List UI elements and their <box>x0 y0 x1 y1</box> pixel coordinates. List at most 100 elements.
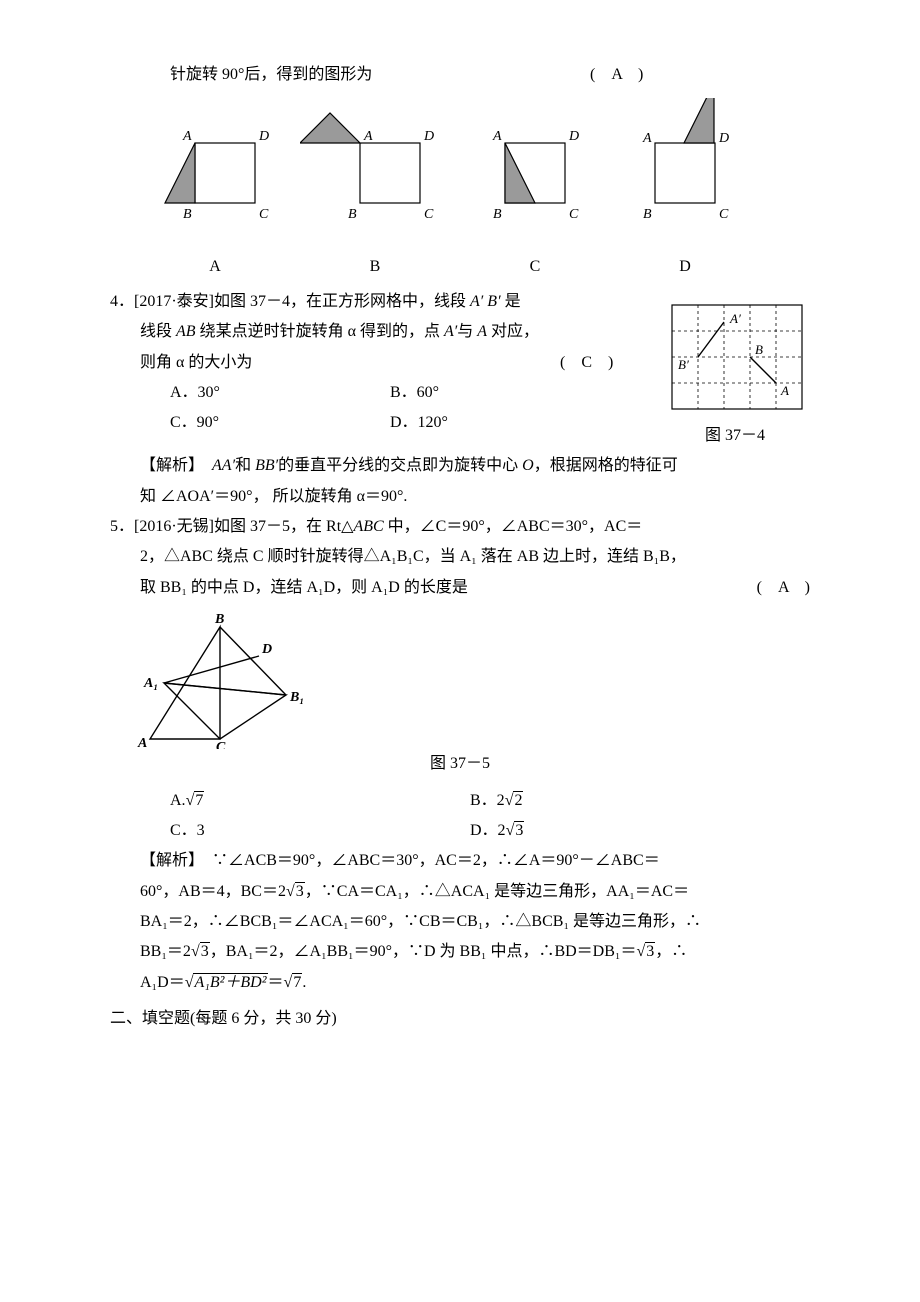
svg-text:B₁: B₁ <box>289 690 304 705</box>
q4-ana-label: 【解析】 <box>140 457 196 474</box>
q4-s2d: 对应， <box>491 323 539 340</box>
q5-ana-l4c: ，∴ <box>655 943 687 960</box>
sqrt-icon: √A₁B²＋BD² <box>185 968 268 998</box>
q5-answer-letter: A <box>778 579 789 596</box>
q3-label-d: D <box>620 252 750 282</box>
q4-ana-1a: AA′ <box>212 457 235 474</box>
svg-text:A: A <box>182 129 192 144</box>
svg-text:D: D <box>423 129 434 144</box>
svg-text:B: B <box>183 207 192 222</box>
q4-caption: 图 37－4 <box>660 421 810 451</box>
q5-ana-l5-r2: 7 <box>292 973 302 991</box>
q5-answer: ( A ) <box>757 573 810 603</box>
q5-ana-l5a: A₁D＝ <box>140 974 185 991</box>
q5-caption: 图 37－5 <box>110 749 810 779</box>
q4-a: A <box>477 323 487 340</box>
q4-answer-letter: C <box>581 354 592 371</box>
q4-ab: AB <box>176 323 196 340</box>
q4-ana-1d: 的垂直平分线的交点即为旋转中心 <box>278 457 518 474</box>
q3-svg-a: A D B C <box>150 98 280 248</box>
q4-s1b: 是 <box>505 293 521 310</box>
svg-text:A: A <box>642 131 652 146</box>
q5-block: 5．[2016·无锡]如图 37－5，在 Rt△ABC 中，∠C＝90°，∠AB… <box>110 512 810 603</box>
q5-opt-b: B．2√2 <box>470 786 810 816</box>
q4-ana-1c: BB′ <box>255 457 278 474</box>
svg-text:D: D <box>568 129 579 144</box>
svg-text:C: C <box>569 207 579 222</box>
svg-text:D: D <box>258 129 269 144</box>
q5-ana-l5b: ＝ <box>268 974 284 991</box>
q5-num: 5． <box>110 518 134 535</box>
svg-text:C: C <box>259 207 269 222</box>
q5-opt-c: C．3 <box>170 816 510 846</box>
q3-option-a: A D B C A <box>150 98 280 282</box>
sqrt-icon: √7 <box>284 968 303 998</box>
q5-opt-a: A.√7 <box>170 786 510 816</box>
sqrt-icon: √3 <box>637 937 656 967</box>
sqrt-icon: √3 <box>506 816 525 846</box>
svg-text:A: A <box>780 383 789 398</box>
q5-line3: 取 BB₁ 的中点 D，连结 A₁D，则 A₁D 的长度是 ( A ) <box>140 573 810 603</box>
q5-ana-l2-r1: 3 <box>295 882 305 900</box>
q5-abc: ABC <box>353 518 383 535</box>
q4-opt-b: B．60° <box>390 378 650 408</box>
q5-ana-label: 【解析】 <box>140 852 196 869</box>
q5-s1b: 中，∠C＝90°，∠ABC＝30°，AC＝ <box>384 518 643 535</box>
svg-text:D: D <box>718 131 729 146</box>
svg-text:B: B <box>493 207 502 222</box>
q4-answer: ( C ) <box>560 348 613 378</box>
svg-text:C: C <box>216 740 226 749</box>
q4-options-row2: C．90° D．120° <box>170 408 650 438</box>
q5-ana-l4-r2: 3 <box>645 942 655 960</box>
q4-src: [2017·泰安] <box>134 293 214 310</box>
q3-option-c: A D B C C <box>470 98 600 282</box>
section-2-heading: 二、填空题(每题 6 分，共 30 分) <box>110 1004 810 1034</box>
q4-ap: A′ <box>444 323 457 340</box>
q4-num: 4． <box>110 293 134 310</box>
q4-s1: 如图 37－4，在正方形网格中，线段 <box>214 293 466 310</box>
q3-answer: ( A ) <box>590 60 643 90</box>
q3-label-a: A <box>150 252 280 282</box>
q4-s2b: 绕某点逆时针旋转角 α 得到的，点 <box>200 323 440 340</box>
q5-line2: 2，△ABC 绕点 C 顺时针旋转得△A₁B₁C，当 A₁ 落在 AB 边上时，… <box>140 542 810 572</box>
svg-text:D: D <box>261 642 272 657</box>
q4-s2a: 线段 <box>140 323 172 340</box>
q5-ana-l4b: ，BA₁＝2，∠A₁BB₁＝90°，∵D 为 BB₁ 中点，∴BD＝DB₁＝ <box>210 943 637 960</box>
q5-ana-l5c: . <box>302 974 306 991</box>
svg-text:B: B <box>214 612 224 627</box>
q4-s3: 则角 α 的大小为 <box>140 354 252 371</box>
q5-opt-d: D．2√3 <box>470 816 810 846</box>
q5-ana-l3: BA₁＝2，∴∠BCB₁＝∠ACA₁＝60°，∵CB＝CB₁，∴△BCB₁ 是等… <box>140 907 810 937</box>
q4-analysis: 【解析】 AA′和 BB′的垂直平分线的交点即为旋转中心 O，根据网格的特征可 <box>140 451 810 481</box>
q5-line1: 5．[2016·无锡]如图 37－5，在 Rt△ABC 中，∠C＝90°，∠AB… <box>110 512 810 542</box>
svg-text:B: B <box>643 207 652 222</box>
svg-text:A₁: A₁ <box>143 676 158 691</box>
svg-text:A: A <box>137 736 147 749</box>
sqrt-icon: √2 <box>505 786 524 816</box>
q4-ana-1b: 和 <box>235 457 251 474</box>
q5-options-row2: C．3 D．2√3 <box>170 816 810 846</box>
q5-opt-d-pre: D．2 <box>470 822 506 839</box>
q3-label-b: B <box>300 252 450 282</box>
q5-ana-l4-row: BB₁＝2 √3，BA₁＝2，∠A₁BB₁＝90°，∵D 为 BB₁ 中点，∴BD… <box>140 937 810 967</box>
q3-stem: 针旋转 90°后，得到的图形为 ( A ) <box>170 60 810 90</box>
q5-analysis: 【解析】 ∵∠ACB＝90°，∠ABC＝30°，AC＝2，∴∠A＝90°－∠AB… <box>140 846 810 998</box>
q5-opt-d-rad: 3 <box>514 821 524 839</box>
q5-ana-l4a: BB₁＝2 <box>140 943 191 960</box>
q4-options-row1: A．30° B．60° <box>170 378 650 408</box>
q5-options-row1: A.√7 B．2√2 <box>170 786 810 816</box>
sqrt-icon: √7 <box>186 786 205 816</box>
q3-label-c: C <box>470 252 600 282</box>
q3-diagrams: A D B C A A D B C B A D B C C <box>150 98 810 282</box>
sqrt-icon: √3 <box>286 877 305 907</box>
q5-opt-b-pre: B．2 <box>470 792 505 809</box>
svg-text:B: B <box>348 207 357 222</box>
q5-ana-l2-row: 60°，AB＝4，BC＝2√3，∵CA＝CA₁，∴△ACA₁ 是等边三角形，AA… <box>140 877 810 907</box>
q3-svg-b: A D B C <box>300 98 450 248</box>
q4-line3: 则角 α 的大小为 ( C ) <box>140 348 810 378</box>
q5-ana-l2a: 60°，AB＝4，BC＝2 <box>140 883 286 900</box>
svg-text:C: C <box>424 207 434 222</box>
q3-svg-c: A D B C <box>470 98 600 248</box>
q5-opt-a-pre: A. <box>170 792 186 809</box>
q4-analysis-l2: 知 ∠AOA′＝90°， 所以旋转角 α＝90°. <box>140 482 810 512</box>
